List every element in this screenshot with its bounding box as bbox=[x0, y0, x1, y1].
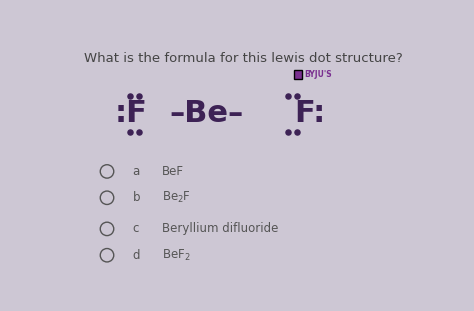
Point bbox=[293, 129, 301, 134]
Text: Beryllium difluoride: Beryllium difluoride bbox=[162, 222, 279, 235]
Point bbox=[136, 129, 143, 134]
Text: :F: :F bbox=[115, 100, 147, 128]
Text: What is the formula for this lewis dot structure?: What is the formula for this lewis dot s… bbox=[83, 52, 402, 65]
Text: BYJU'S: BYJU'S bbox=[304, 70, 331, 79]
Point bbox=[284, 94, 292, 99]
Text: b: b bbox=[133, 191, 140, 204]
FancyBboxPatch shape bbox=[294, 70, 302, 79]
Point bbox=[126, 129, 134, 134]
Text: a: a bbox=[133, 165, 140, 178]
Text: –Be–: –Be– bbox=[169, 100, 243, 128]
Text: Be$_2$F: Be$_2$F bbox=[162, 190, 191, 205]
Text: c: c bbox=[133, 222, 139, 235]
Text: BeF: BeF bbox=[162, 165, 184, 178]
Point bbox=[126, 94, 134, 99]
Point bbox=[136, 94, 143, 99]
Point bbox=[293, 94, 301, 99]
Text: F:: F: bbox=[294, 100, 326, 128]
Text: d: d bbox=[133, 249, 140, 262]
Text: BeF$_2$: BeF$_2$ bbox=[162, 248, 191, 263]
Point bbox=[284, 129, 292, 134]
